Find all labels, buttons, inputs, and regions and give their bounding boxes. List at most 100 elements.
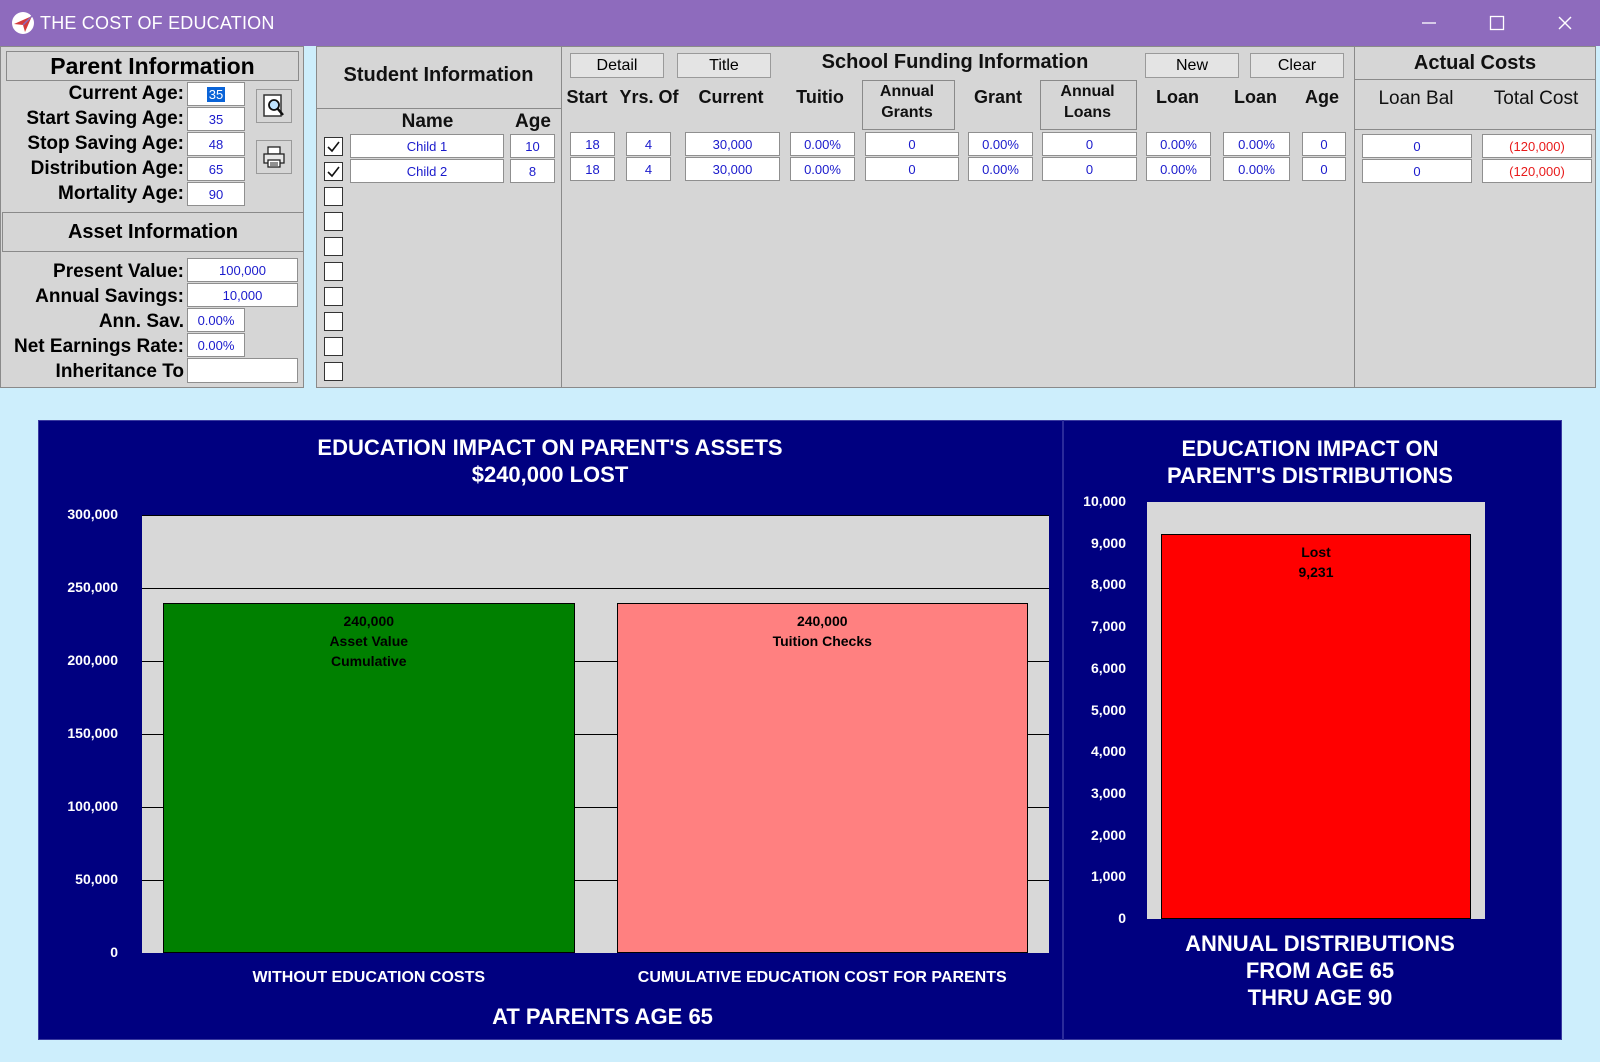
annual-savings-input[interactable]: 10,000 <box>187 283 298 307</box>
student-row-checkbox[interactable] <box>324 337 343 356</box>
assets-chart-title: EDUCATION IMPACT ON PARENT'S ASSETS <box>317 435 783 460</box>
ann-sav-label: Ann. Sav. <box>98 311 184 332</box>
years-of-input[interactable]: 4 <box>626 132 671 156</box>
school-funding-header: School Funding Information <box>821 51 1089 73</box>
assets-gridline <box>142 734 1049 735</box>
distributions-y-tick-label: 6,000 <box>1090 659 1126 676</box>
assets-gridline <box>142 661 1049 662</box>
title-button[interactable]: Title <box>677 53 771 78</box>
printer-icon <box>263 146 285 168</box>
assets-y-tick-label: 0 <box>110 944 118 960</box>
annual-loans-input[interactable]: 0 <box>1042 132 1137 156</box>
distributions-y-tick-label: 10,000 <box>1083 493 1126 509</box>
distributions-bar <box>1161 534 1471 919</box>
window-title: THE COST OF EDUCATION <box>40 13 275 33</box>
student-row-checkbox[interactable] <box>324 362 343 381</box>
net-earnings-rate-input[interactable]: 0.00% <box>187 333 245 357</box>
assets-y-tick-label: 100,000 <box>67 798 118 814</box>
assets-bar <box>163 602 575 953</box>
assets-bar-data-label: Asset Value <box>329 632 409 649</box>
student-row-checkbox[interactable] <box>324 187 343 206</box>
maximize-button[interactable] <box>1477 8 1517 38</box>
minimize-button[interactable] <box>1409 8 1449 38</box>
yrs-of-column-header: Yrs. Of <box>619 87 679 107</box>
tuition-rate-input[interactable]: 0.00% <box>790 132 855 156</box>
clear-button[interactable]: Clear <box>1250 53 1344 78</box>
distributions-y-tick-label: 5,000 <box>1090 701 1126 718</box>
distributions-y-tick-label: 7,000 <box>1090 618 1126 635</box>
student-name-input[interactable]: Child 2 <box>350 159 504 183</box>
annual-grants-header-frame <box>862 80 955 130</box>
distribution-age-input[interactable]: 65 <box>187 157 245 181</box>
preview-button[interactable] <box>256 89 292 123</box>
present-value-input[interactable]: 100,000 <box>187 258 298 282</box>
print-button[interactable] <box>256 140 292 174</box>
student-row-checkbox[interactable] <box>324 212 343 231</box>
start-input[interactable]: 18 <box>570 132 615 156</box>
parent-information-header: Parent Information <box>6 51 299 81</box>
distributions-y-tick-label: 3,000 <box>1090 784 1126 801</box>
stop-saving-age-input[interactable]: 48 <box>187 132 245 156</box>
loan-rate-input[interactable]: 0.00% <box>1146 157 1211 181</box>
student-age-input[interactable]: 10 <box>510 134 555 158</box>
loan-rate-column-header: Loan <box>1156 87 1199 107</box>
grant-rate-input[interactable]: 0.00% <box>968 132 1033 156</box>
start-input[interactable]: 18 <box>570 157 615 181</box>
annual-grants-input[interactable]: 0 <box>865 132 959 156</box>
total-cost-value: (120,000) <box>1482 134 1592 158</box>
student-row-checkbox[interactable] <box>324 162 343 181</box>
loan-age-input[interactable]: 0 <box>1302 132 1346 156</box>
annual-grants-input[interactable]: 0 <box>865 157 959 181</box>
minimize-icon <box>1422 22 1436 24</box>
student-row-checkbox[interactable] <box>324 237 343 256</box>
student-name-input[interactable]: Child 1 <box>350 134 504 158</box>
assets-chart-subtitle: $240,000 LOST <box>471 462 629 487</box>
assets-chart-xlabel: AT PARENTS AGE 65 <box>492 1004 713 1029</box>
annual-grants-column-header: Annual Grants <box>879 83 935 121</box>
assets-gridline <box>142 588 1049 589</box>
close-button[interactable] <box>1545 8 1585 38</box>
distributions-y-tick-label: 1,000 <box>1090 868 1126 885</box>
annual-loans-input[interactable]: 0 <box>1042 157 1137 181</box>
present-value-label: Present Value: <box>53 261 184 282</box>
loan-term-input[interactable]: 0.00% <box>1223 132 1290 156</box>
tuition-rate-input[interactable]: 0.00% <box>790 157 855 181</box>
student-name-column-header: Name <box>401 111 454 132</box>
assets-y-tick-label: 50,000 <box>75 871 118 887</box>
loan-rate-input[interactable]: 0.00% <box>1146 132 1211 156</box>
assets-bar-data-label: Tuition Checks <box>772 632 872 649</box>
assets-y-tick-label: 300,000 <box>67 506 118 522</box>
current-age-input[interactable]: 35 <box>187 82 245 106</box>
start-column-header: Start <box>566 87 608 107</box>
loan-bal-column-header: Loan Bal <box>1378 88 1454 109</box>
assets-gridline <box>142 880 1049 881</box>
net-earnings-rate-label: Net Earnings Rate: <box>14 336 184 357</box>
total-cost-column-header: Total Cost <box>1493 88 1579 109</box>
distributions-bar-data-label: 9,231 <box>1298 564 1334 581</box>
grant-rate-input[interactable]: 0.00% <box>968 157 1033 181</box>
student-row-checkbox[interactable] <box>324 262 343 281</box>
distributions-y-tick-label: 2,000 <box>1090 826 1126 843</box>
stop-saving-age-label: Stop Saving Age: <box>27 133 184 154</box>
student-age-column-header: Age <box>515 111 551 132</box>
checkmark-icon <box>327 141 340 153</box>
assets-gridline <box>142 515 1049 516</box>
assets-bar <box>616 602 1028 953</box>
current-cost-input[interactable]: 30,000 <box>685 157 780 181</box>
student-row-checkbox[interactable] <box>324 287 343 306</box>
student-row-checkbox[interactable] <box>324 137 343 156</box>
inheritance-to-input[interactable] <box>187 358 298 383</box>
magnifier-icon <box>263 94 284 117</box>
start-saving-age-input[interactable]: 35 <box>187 107 245 131</box>
ann-sav-input[interactable]: 0.00% <box>187 308 245 332</box>
student-row-checkbox[interactable] <box>324 312 343 331</box>
current-cost-input[interactable]: 30,000 <box>685 132 780 156</box>
loan-balance-value: 0 <box>1362 159 1472 183</box>
mortality-age-input[interactable]: 90 <box>187 182 245 206</box>
detail-button[interactable]: Detail <box>570 53 664 78</box>
years-of-input[interactable]: 4 <box>626 157 671 181</box>
loan-term-input[interactable]: 0.00% <box>1223 157 1290 181</box>
new-button[interactable]: New <box>1145 53 1239 78</box>
student-age-input[interactable]: 8 <box>510 159 555 183</box>
loan-age-input[interactable]: 0 <box>1302 157 1346 181</box>
